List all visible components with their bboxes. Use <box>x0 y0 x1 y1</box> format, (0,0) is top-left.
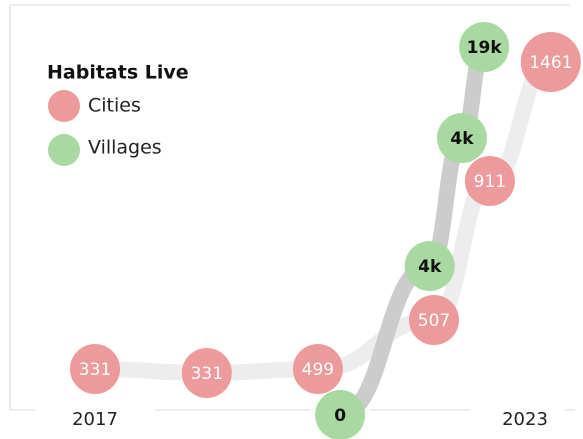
data-label: 4k <box>450 129 474 149</box>
bubble <box>520 32 581 92</box>
bubble <box>292 344 343 394</box>
bubble <box>404 241 455 291</box>
frame <box>9 4 575 411</box>
legend-title: Habitats Live <box>47 62 189 84</box>
legend-label: Cities <box>88 95 141 117</box>
legend-swatch <box>48 90 80 122</box>
data-label: 911 <box>474 172 506 192</box>
data-label: 19k <box>467 38 503 58</box>
bubble <box>408 295 459 345</box>
series-line <box>332 39 493 423</box>
data-label: 499 <box>302 360 334 380</box>
x-tick-label: 2017 <box>72 409 118 430</box>
data-label: 1461 <box>529 53 572 73</box>
bubble <box>70 344 120 394</box>
legend: Cities Villages <box>48 90 162 166</box>
bubble <box>459 22 510 72</box>
data-label: 4k <box>418 257 442 277</box>
data-label: 331 <box>191 364 223 384</box>
series-line <box>87 54 559 382</box>
legend-swatch <box>48 134 80 166</box>
bubble <box>436 113 487 163</box>
data-label: 0 <box>334 406 346 426</box>
marks: 331 331 499 507 911 1461 0 4k 4k 19k <box>70 22 581 439</box>
x-tick-label: 2023 <box>502 409 548 430</box>
legend-label: Villages <box>88 137 162 159</box>
data-label: 507 <box>418 311 450 331</box>
bubble <box>181 348 232 398</box>
bubble <box>464 156 515 206</box>
x-axis: 2017 2023 <box>72 409 548 430</box>
bubble <box>315 390 366 439</box>
data-label: 331 <box>79 360 111 380</box>
